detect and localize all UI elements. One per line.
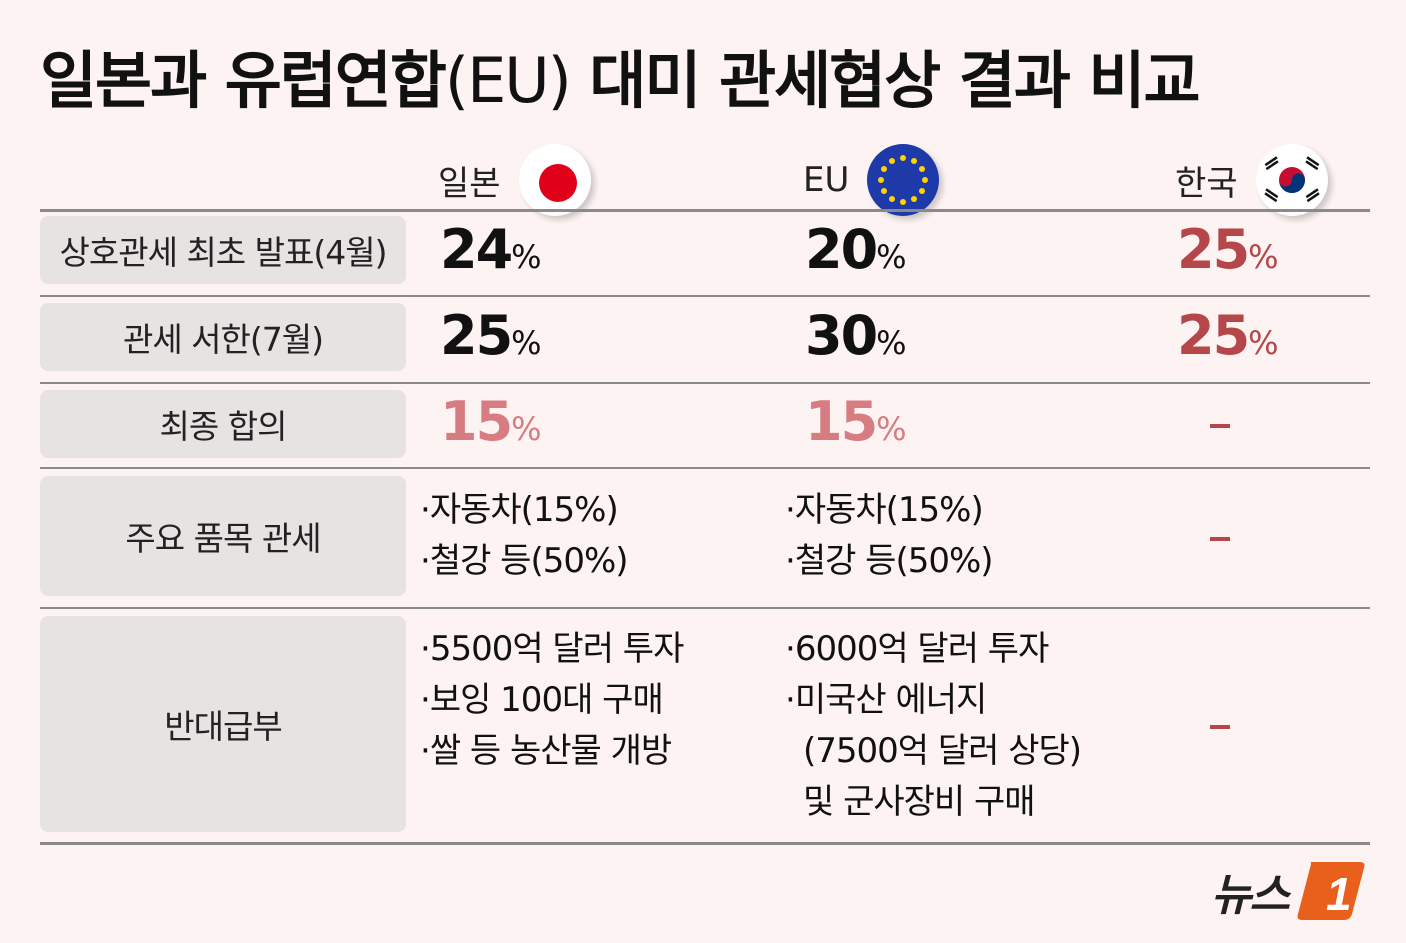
divider <box>40 467 1370 469</box>
list-item: 및 군사장비 구매 <box>803 782 1036 822</box>
row-label-final: 최종 합의 <box>40 390 406 458</box>
divider <box>40 842 1370 845</box>
list-item: ·6000억 달러 투자 <box>785 629 1049 669</box>
japan-flag-icon <box>518 144 591 216</box>
page-title: 일본과 유럽연합(EU) 대미 관세협상 결과 비교 <box>40 44 1201 117</box>
list-item: ·자동차(15%) <box>420 490 619 530</box>
row-label-letter: 관세 서한(7월) <box>40 303 406 371</box>
column-header-eu: EU <box>803 144 940 216</box>
value-eu-final: 15% <box>805 390 907 453</box>
list-item: ·철강 등(50%) <box>420 541 629 581</box>
list-item: ·철강 등(50%) <box>785 541 994 581</box>
column-label-korea: 한국 <box>1175 163 1238 204</box>
logo-one-icon: 1 <box>1297 862 1365 920</box>
list-eu-benefits: ·6000억 달러 투자 ·미국산 에너지 (7500억 달러 상당) 및 군사… <box>785 624 1082 828</box>
news1-logo: 뉴스 1 <box>1211 859 1366 923</box>
list-japan-benefits: ·5500억 달러 투자 ·보잉 100대 구매 ·쌀 등 농산물 개방 <box>420 624 684 777</box>
value-japan-final: 15% <box>440 390 542 453</box>
svg-text:1: 1 <box>1326 868 1352 920</box>
value-japan-initial: 24% <box>440 218 542 281</box>
list-eu-items: ·자동차(15%) ·철강 등(50%) <box>785 485 994 587</box>
column-label-japan: 일본 <box>438 163 501 204</box>
value-korea-final <box>1210 424 1230 428</box>
logo-text: 뉴스 <box>1211 870 1290 921</box>
row-label-benefits: 반대급부 <box>40 616 406 832</box>
list-item: ·보잉 100대 구매 <box>420 680 664 720</box>
list-item: ·미국산 에너지 <box>785 680 987 720</box>
column-header-japan: 일본 <box>438 144 591 216</box>
korea-flag-icon <box>1255 144 1328 216</box>
value-korea-benefits <box>1210 725 1230 729</box>
value-japan-letter: 25% <box>440 304 542 367</box>
row-label-initial: 상호관세 최초 발표(4월) <box>40 216 406 284</box>
eu-flag-icon <box>867 144 940 216</box>
value-eu-letter: 30% <box>805 304 907 367</box>
value-korea-items <box>1210 537 1230 541</box>
divider <box>40 382 1370 384</box>
list-item: (7500억 달러 상당) <box>803 731 1082 771</box>
list-item: ·자동차(15%) <box>785 490 984 530</box>
value-korea-letter: 25% <box>1177 304 1279 367</box>
row-label-items: 주요 품목 관세 <box>40 476 406 596</box>
list-item: ·5500억 달러 투자 <box>420 629 684 669</box>
value-korea-initial: 25% <box>1177 218 1279 281</box>
value-eu-initial: 20% <box>805 218 907 281</box>
divider <box>40 607 1370 609</box>
column-header-korea: 한국 <box>1175 144 1328 216</box>
divider <box>40 209 1370 212</box>
divider <box>40 295 1370 297</box>
list-item: ·쌀 등 농산물 개방 <box>420 731 672 771</box>
column-label-eu: EU <box>803 160 850 200</box>
list-japan-items: ·자동차(15%) ·철강 등(50%) <box>420 485 629 587</box>
